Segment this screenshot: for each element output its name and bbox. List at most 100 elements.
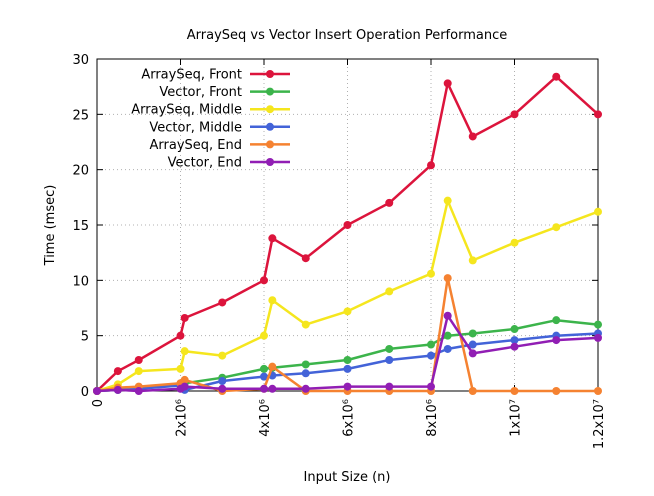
x-tick-label: 1.2x10⁷: [592, 399, 607, 449]
series-0: [93, 72, 602, 395]
data-point: [443, 196, 452, 205]
y-tick-label: 5: [81, 330, 89, 345]
data-point: [301, 369, 310, 378]
data-point: [468, 256, 477, 265]
legend-item: Vector, Middle: [149, 120, 290, 135]
data-point: [301, 384, 310, 393]
data-point: [260, 364, 268, 373]
data-point: [427, 382, 435, 391]
data-point: [468, 340, 477, 349]
data-point: [176, 364, 185, 373]
y-tick-label: 10: [72, 274, 89, 289]
data-point: [552, 336, 561, 345]
legend-marker: [266, 70, 274, 78]
legend-label: ArraySeq, Front: [141, 68, 242, 83]
data-point: [113, 367, 122, 376]
legend-marker: [266, 87, 274, 96]
data-point: [343, 356, 352, 365]
series-layer: [93, 72, 602, 395]
data-point: [552, 387, 561, 395]
data-point: [427, 269, 435, 278]
y-tick-label: 20: [72, 164, 89, 179]
data-point: [301, 320, 310, 329]
data-point: [343, 307, 352, 316]
data-point: [443, 79, 452, 88]
data-point: [443, 311, 452, 320]
data-point: [594, 110, 602, 119]
data-point: [268, 362, 277, 371]
data-point: [385, 198, 394, 207]
data-point: [218, 351, 227, 360]
data-point: [134, 387, 143, 395]
data-point: [268, 384, 277, 393]
x-axis-label: Input Size (n): [304, 470, 391, 485]
data-point: [180, 313, 189, 322]
data-point: [468, 387, 477, 395]
data-point: [510, 325, 519, 334]
series-5: [93, 311, 602, 395]
legend-item: Vector, Front: [159, 85, 290, 100]
data-point: [218, 298, 227, 307]
legend-marker: [266, 105, 274, 114]
data-point: [176, 331, 185, 340]
series-2: [93, 196, 602, 395]
legend-label: Vector, End: [168, 156, 242, 171]
y-tick-label: 25: [72, 108, 89, 123]
data-point: [594, 207, 602, 216]
data-point: [260, 372, 268, 381]
data-point: [180, 375, 189, 384]
y-tick-label: 15: [72, 219, 89, 234]
data-point: [93, 387, 101, 395]
data-point: [443, 274, 452, 283]
data-point: [594, 333, 602, 342]
legend-item: ArraySeq, Front: [141, 68, 290, 83]
y-tick-label: 30: [72, 53, 89, 68]
data-point: [343, 364, 352, 373]
data-point: [218, 384, 227, 393]
data-point: [443, 331, 452, 340]
data-point: [552, 316, 561, 325]
data-point: [427, 340, 435, 349]
data-point: [113, 385, 122, 394]
legend-label: ArraySeq, End: [150, 138, 243, 153]
legend-marker: [266, 122, 274, 131]
legend-item: Vector, End: [168, 156, 290, 171]
y-axis-label: Time (msec): [43, 185, 58, 267]
data-point: [385, 356, 394, 365]
data-point: [301, 254, 310, 263]
data-point: [427, 351, 435, 360]
legend-label: Vector, Middle: [149, 120, 242, 135]
data-point: [385, 382, 394, 391]
legend-marker: [266, 140, 274, 149]
data-point: [385, 287, 394, 296]
data-point: [594, 387, 602, 395]
chart-title: ArraySeq vs Vector Insert Operation Perf…: [187, 28, 507, 43]
data-point: [301, 360, 310, 369]
data-point: [468, 329, 477, 338]
data-point: [343, 382, 352, 391]
data-point: [343, 221, 352, 229]
legend-label: Vector, Front: [159, 85, 242, 100]
data-point: [594, 320, 602, 329]
x-tick-label: 8x10⁶: [425, 399, 440, 437]
data-point: [510, 110, 519, 119]
data-point: [180, 347, 189, 356]
data-point: [510, 387, 519, 395]
data-point: [134, 356, 143, 365]
legend-item: ArraySeq, Middle: [131, 103, 290, 118]
data-point: [218, 377, 227, 386]
data-point: [385, 344, 394, 353]
x-tick-label: 6x10⁶: [342, 399, 357, 437]
data-point: [260, 331, 268, 340]
legend-marker: [266, 158, 274, 166]
y-tick-label: 0: [81, 385, 89, 400]
x-tick-label: 4x10⁶: [258, 399, 273, 437]
data-point: [510, 238, 519, 247]
x-tick-label: 2x10⁶: [175, 399, 190, 437]
legend-label: ArraySeq, Middle: [131, 103, 242, 118]
legend-item: ArraySeq, End: [150, 138, 290, 153]
data-point: [134, 367, 143, 376]
data-point: [427, 161, 435, 170]
